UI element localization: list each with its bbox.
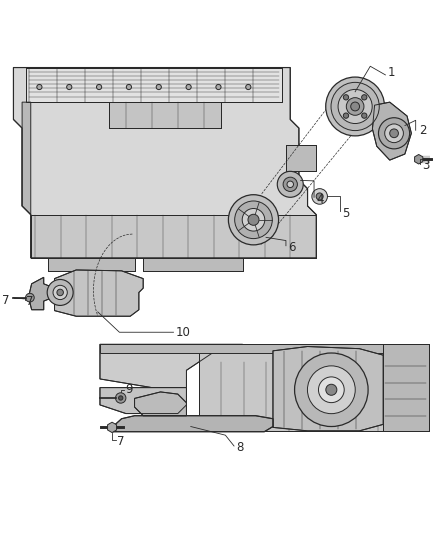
Polygon shape: [48, 258, 134, 271]
Circle shape: [390, 129, 399, 138]
Polygon shape: [26, 68, 282, 102]
Circle shape: [362, 113, 367, 118]
Text: 8: 8: [236, 441, 244, 454]
Circle shape: [235, 201, 272, 239]
Polygon shape: [55, 270, 143, 316]
Polygon shape: [143, 258, 243, 271]
Polygon shape: [100, 387, 187, 414]
Polygon shape: [31, 215, 316, 258]
Text: 6: 6: [289, 241, 296, 254]
Circle shape: [287, 181, 293, 188]
Text: 4: 4: [316, 193, 324, 206]
Circle shape: [228, 195, 279, 245]
Circle shape: [316, 193, 323, 200]
Circle shape: [362, 95, 367, 100]
Circle shape: [307, 366, 355, 414]
Circle shape: [37, 84, 42, 90]
Text: 5: 5: [342, 207, 350, 220]
Circle shape: [378, 118, 410, 149]
Polygon shape: [372, 102, 411, 160]
Text: 7: 7: [117, 435, 125, 448]
Circle shape: [277, 171, 303, 197]
Circle shape: [338, 90, 372, 124]
Circle shape: [331, 83, 379, 131]
Circle shape: [25, 293, 34, 302]
Circle shape: [385, 124, 403, 143]
Circle shape: [248, 214, 259, 225]
Polygon shape: [199, 344, 429, 431]
Circle shape: [318, 377, 344, 402]
Circle shape: [116, 393, 126, 403]
Circle shape: [119, 396, 123, 400]
Circle shape: [346, 98, 364, 115]
Circle shape: [67, 84, 72, 90]
Circle shape: [186, 84, 191, 90]
Polygon shape: [22, 102, 31, 215]
Polygon shape: [14, 68, 316, 258]
Circle shape: [283, 177, 297, 191]
Circle shape: [343, 95, 349, 100]
Circle shape: [126, 84, 131, 90]
Polygon shape: [28, 277, 55, 310]
Text: 2: 2: [419, 124, 427, 137]
Circle shape: [312, 189, 328, 204]
Polygon shape: [383, 344, 429, 431]
Polygon shape: [100, 344, 243, 387]
Circle shape: [295, 353, 368, 426]
Text: 9: 9: [125, 383, 133, 396]
Circle shape: [57, 289, 64, 296]
Text: 10: 10: [176, 326, 191, 339]
Polygon shape: [286, 146, 316, 171]
Circle shape: [216, 84, 221, 90]
Circle shape: [246, 84, 251, 90]
Polygon shape: [100, 344, 429, 353]
Circle shape: [156, 84, 161, 90]
Text: 7: 7: [2, 294, 9, 306]
Polygon shape: [109, 102, 221, 128]
Polygon shape: [415, 155, 423, 164]
Text: 7: 7: [25, 295, 33, 309]
Polygon shape: [113, 416, 273, 432]
Circle shape: [351, 102, 360, 111]
Circle shape: [242, 208, 265, 231]
Circle shape: [96, 84, 102, 90]
Circle shape: [53, 285, 67, 300]
Text: 3: 3: [422, 159, 430, 172]
Circle shape: [326, 384, 337, 395]
Circle shape: [343, 113, 349, 118]
Polygon shape: [108, 422, 117, 433]
Polygon shape: [273, 346, 383, 431]
Circle shape: [326, 77, 385, 136]
Circle shape: [47, 279, 73, 305]
Text: 1: 1: [388, 66, 395, 79]
Polygon shape: [134, 392, 187, 416]
